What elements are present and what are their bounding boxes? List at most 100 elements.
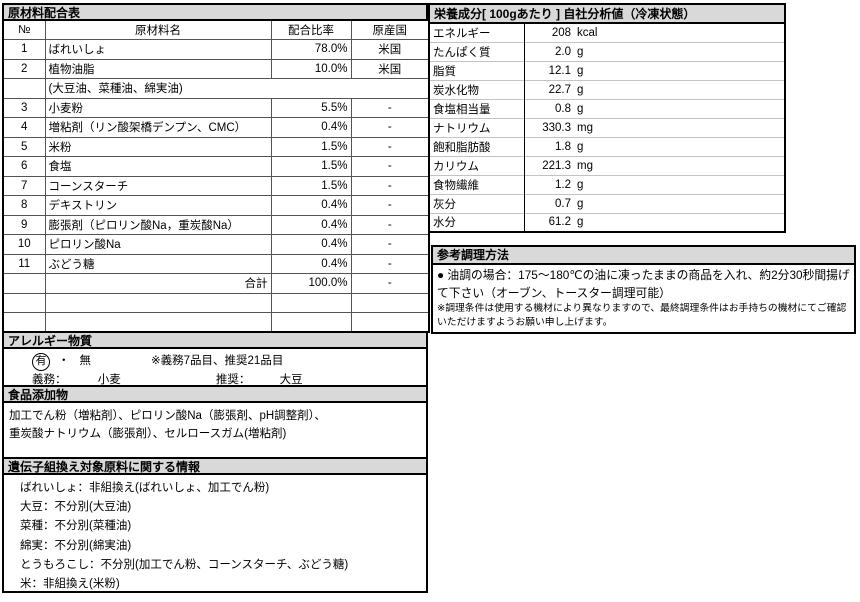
nutrient-label: 食物繊維 (429, 174, 525, 194)
nutrition-section: 栄養成分[ 100gあたり ] 自社分析値（冷凍状態） エネルギー 208 kc… (428, 3, 786, 233)
nutrition-row: 灰分 0.7 g (429, 193, 785, 213)
nutrient-unit: g (574, 136, 785, 156)
nutrition-row: ナトリウム 330.3 mg (429, 117, 785, 137)
cell-name: 膨張剤（ピロリン酸Na，重炭酸Na） (44, 214, 272, 235)
cell-ratio (270, 312, 352, 333)
column-header-ratio: 配合比率 (270, 19, 352, 40)
cell-origin: - (350, 214, 430, 235)
nutrient-label: カリウム (429, 155, 525, 175)
cell-origin: - (350, 175, 430, 196)
cell-name: 増粘剤（リン酸架橋デンプン、CMC） (44, 117, 272, 138)
left-column: 原材料配合表 № 原材料名 配合比率 原産国 1 ばれいしょ 78.0% 米国 … (2, 3, 430, 593)
gmo-line: 菜種：不分別(菜種油) (20, 520, 132, 533)
additives-section: 加工でん粉（増粘剤）、ピロリン酸Na（膨張剤、pH調整剤）、 重炭酸ナトリウム（… (2, 401, 428, 459)
nutrient-value: 221.3 (524, 155, 574, 175)
cell-name: 植物油脂 (44, 58, 272, 79)
nutrition-row: エネルギー 208 kcal (429, 23, 785, 42)
nutrient-label: たんぱく質 (429, 41, 525, 61)
cell-ratio: 0.4% (270, 253, 352, 274)
column-header-no: № (2, 19, 46, 40)
cell-origin (350, 292, 430, 313)
cell-origin: - (350, 253, 430, 274)
nutrient-unit: g (574, 212, 785, 232)
cell-name: コーンスターチ (44, 175, 272, 196)
cell-ratio (270, 292, 352, 313)
nutrition-row: 水分 61.2 g (429, 212, 785, 232)
table-row-empty (2, 292, 430, 313)
allergen-option-separator: ・ (58, 355, 70, 367)
cooking-method-body: ● 油調の場合：175～180℃の油に凍ったままの商品を入れ、約2分30秒間揚げ… (433, 265, 854, 330)
table-row: 10 ピロリン酸Na 0.4% - (2, 234, 430, 255)
allergen-section: 有 ・ 無 ※義務7品目、推奨21品目 義務： 小麦 推奨： 大豆 (2, 347, 428, 387)
cell-no (2, 312, 46, 333)
nutrient-label: 灰分 (429, 193, 525, 213)
nutrient-value: 2.0 (524, 41, 574, 61)
table-row-total: 合計 100.0% - (2, 273, 430, 294)
cell-name: ぶどう糖 (44, 253, 272, 274)
nutrient-unit: g (574, 79, 785, 99)
gmo-line: とうもろこし：不分別(加工でん粉、コーンスターチ、ぶどう糖) (20, 558, 349, 571)
nutrition-row: 食物繊維 1.2 g (429, 174, 785, 194)
column-header-name: 原材料名 (44, 19, 272, 40)
cell-ratio: 1.5% (270, 175, 352, 196)
cell-name-merged: (大豆油、菜種油、綿実油) (44, 78, 430, 99)
ingredient-table-header-row: № 原材料名 配合比率 原産国 (2, 19, 430, 40)
nutrition-row: 脂質 12.1 g (429, 60, 785, 80)
gmo-section: ばれいしょ：非組換え(ばれいしょ、加工でん粉) 大豆：不分別(大豆油) 菜種：不… (2, 473, 428, 593)
nutrient-label: 水分 (429, 212, 525, 232)
cooking-method-section: 参考調理方法 ● 油調の場合：175～180℃の油に凍ったままの商品を入れ、約2… (431, 245, 856, 334)
cell-origin: 米国 (350, 58, 430, 79)
allergen-presence-line: 有 ・ 無 ※義務7品目、推奨21品目 (4, 352, 426, 371)
gmo-line: ばれいしょ：非組換え(ばれいしょ、加工でん粉) (20, 482, 270, 494)
nutrient-label: 炭水化物 (429, 79, 525, 99)
cell-name (44, 312, 272, 333)
table-row-empty (2, 312, 430, 333)
gmo-line: 綿実：不分別(綿実油) (20, 539, 132, 552)
table-row: 6 食塩 1.5% - (2, 156, 430, 177)
allergen-note: ※義務7品目、推奨21品目 (151, 355, 284, 367)
cell-ratio: 1.5% (270, 136, 352, 157)
cell-no (2, 273, 46, 294)
cell-origin: - (350, 117, 430, 138)
nutrient-label: 食塩相当量 (429, 98, 525, 118)
cell-name: デキストリン (44, 195, 272, 216)
cell-origin: 米国 (350, 39, 430, 60)
cell-ratio: 0.4% (270, 117, 352, 138)
table-row: 9 膨張剤（ピロリン酸Na，重炭酸Na） 0.4% - (2, 214, 430, 235)
nutrient-unit: g (574, 98, 785, 118)
nutrient-label: 飽和脂肪酸 (429, 136, 525, 156)
recommended-value: 大豆 (279, 374, 303, 386)
cell-no: 3 (2, 97, 46, 118)
nutrition-row: 炭水化物 22.7 g (429, 79, 785, 99)
table-row: 4 増粘剤（リン酸架橋デンプン、CMC） 0.4% - (2, 117, 430, 138)
table-row: 11 ぶどう糖 0.4% - (2, 253, 430, 274)
cooking-instruction: ● 油調の場合：175～180℃の油に凍ったままの商品を入れ、約2分30秒間揚げ… (437, 268, 850, 300)
nutrient-unit: mg (574, 155, 785, 175)
nutrient-label: エネルギー (429, 23, 525, 42)
cell-name: 米粉 (44, 136, 272, 157)
nutrient-value: 330.3 (524, 117, 574, 137)
cell-total-label: 合計 (44, 273, 272, 294)
nutrient-value: 0.7 (524, 193, 574, 213)
ingredient-table: № 原材料名 配合比率 原産国 1 ばれいしょ 78.0% 米国 2 植物油脂 … (2, 19, 430, 333)
allergen-no-option: 無 (79, 355, 92, 367)
mandatory-label: 義務： (32, 374, 67, 386)
cell-no: 11 (2, 253, 46, 274)
cell-ratio: 78.0% (270, 39, 352, 60)
nutrition-row: たんぱく質 2.0 g (429, 41, 785, 61)
cell-no: 6 (2, 156, 46, 177)
mandatory-value: 小麦 (97, 374, 121, 386)
nutrient-value: 1.8 (524, 136, 574, 156)
nutrient-value: 1.2 (524, 174, 574, 194)
table-row-merged: (大豆油、菜種油、綿実油) (2, 78, 430, 99)
nutrient-value: 208 (551, 26, 571, 39)
cell-origin: - (350, 195, 430, 216)
additives-line: 加工でん粉（増粘剤）、ピロリン酸Na（膨張剤、pH調整剤）、 (9, 410, 326, 422)
cell-no: 10 (2, 234, 46, 255)
table-row: 1 ばれいしょ 78.0% 米国 (2, 39, 430, 60)
table-row: 5 米粉 1.5% - (2, 136, 430, 157)
cell-no (2, 292, 46, 313)
cell-ratio: 1.5% (270, 156, 352, 177)
cell-total-ratio: 100.0% (270, 273, 352, 294)
